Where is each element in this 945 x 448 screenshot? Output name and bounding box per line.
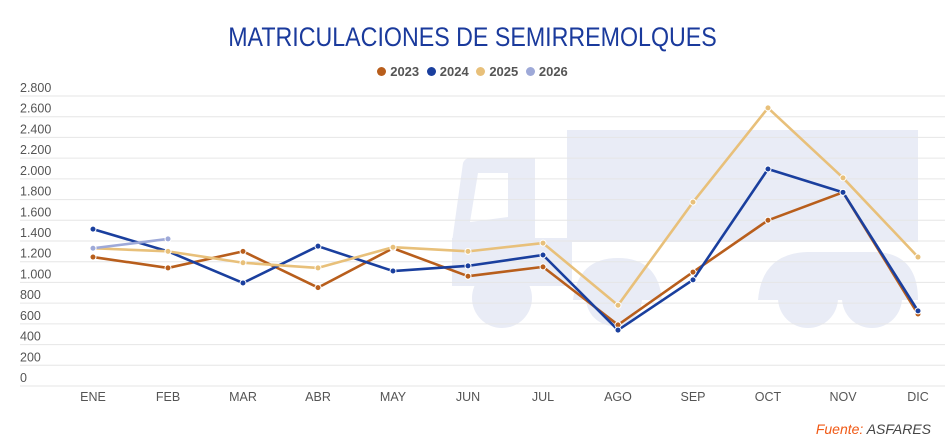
data-point-2023 <box>764 216 772 224</box>
legend-item-2026[interactable]: 2026 <box>525 64 568 79</box>
x-tick-label: NOV <box>829 390 857 404</box>
truck-trailer-shape <box>567 130 918 242</box>
x-tick-label: ENE <box>80 390 106 404</box>
legend-dot-2025 <box>476 67 486 76</box>
data-point-2024 <box>314 242 322 250</box>
truck-wheel-1 <box>472 268 532 328</box>
x-tick-label: JUN <box>456 390 480 404</box>
data-point-2024 <box>389 267 397 275</box>
legend-dot-2023 <box>377 67 387 76</box>
data-point-2025 <box>239 259 247 267</box>
data-point-2024 <box>914 307 922 315</box>
series-line-2025 <box>92 106 919 307</box>
data-point-2024 <box>689 276 697 284</box>
data-point-2025 <box>164 247 172 255</box>
data-point-2023 <box>164 264 172 272</box>
x-tick-label: ABR <box>305 390 331 404</box>
y-tick-label: 200 <box>20 350 41 364</box>
y-tick-label: 2.600 <box>20 102 51 116</box>
data-point-2025 <box>689 198 697 206</box>
data-point-2023 <box>89 253 97 261</box>
truck-icon <box>452 130 918 328</box>
legend-label-2024: 2024 <box>439 64 469 79</box>
y-tick-label: 2.800 <box>20 81 51 95</box>
y-tick-label: 1.600 <box>20 205 51 219</box>
y-tick-label: 600 <box>20 309 41 323</box>
x-tick-label: JUL <box>532 390 554 404</box>
legend-item-2024[interactable]: 2024 <box>426 64 469 79</box>
legend-dot-2026 <box>525 67 535 76</box>
legend-label-2023: 2023 <box>390 64 420 79</box>
data-point-2024 <box>464 262 472 270</box>
x-tick-label: OCT <box>755 390 782 404</box>
data-point-2023 <box>314 284 322 292</box>
legend-item-2025[interactable]: 2025 <box>476 64 518 79</box>
y-tick-label: 2.000 <box>20 164 51 178</box>
series-line-2024 <box>92 167 920 332</box>
legend-item-2023[interactable]: 2023 <box>377 64 419 79</box>
y-tick-label: 400 <box>20 330 41 344</box>
truck-wheel-4 <box>842 268 902 328</box>
data-point-2024 <box>764 165 772 173</box>
truck-window-shape <box>470 173 508 222</box>
data-point-2025 <box>389 243 397 251</box>
source-value: ASFARES <box>866 421 931 437</box>
data-point-2023 <box>239 247 247 255</box>
data-point-2026 <box>164 235 172 243</box>
x-tick-label: SEP <box>680 390 705 404</box>
x-tick-label: MAY <box>380 390 407 404</box>
chart-title: MATRICULACIONES DE SEMIRREMOLQUES <box>228 22 717 52</box>
source-note: Fuente: ASFARES <box>816 421 931 437</box>
x-tick-label: DIC <box>907 390 929 404</box>
x-tick-label: FEB <box>156 390 180 404</box>
data-point-2025 <box>614 301 622 309</box>
data-point-2023 <box>689 268 697 276</box>
data-point-2023 <box>464 272 472 280</box>
data-point-2026 <box>89 244 97 252</box>
data-point-2024 <box>239 279 247 287</box>
y-tick-label: 2.400 <box>20 122 51 136</box>
legend-dot-2024 <box>426 67 436 76</box>
source-label: Fuente: <box>815 421 864 437</box>
y-tick-label: 800 <box>20 288 41 302</box>
series-line-2023 <box>92 191 920 327</box>
data-point-2024 <box>539 251 547 259</box>
data-point-2025 <box>764 104 772 112</box>
data-point-2025 <box>914 253 922 261</box>
data-point-2025 <box>539 239 547 247</box>
y-tick-label: 1.000 <box>20 267 51 281</box>
series-line-2026 <box>92 237 169 250</box>
legend-label-2026: 2026 <box>538 64 568 79</box>
data-point-2024 <box>89 225 97 233</box>
y-tick-label: 2.200 <box>20 143 51 157</box>
y-tick-label: 1.800 <box>20 185 51 199</box>
truck-wheel-2 <box>586 270 642 326</box>
data-point-2024 <box>839 188 847 196</box>
data-point-2023 <box>539 263 547 271</box>
legend: 2023 2024 2025 2026 <box>0 64 945 79</box>
y-tick-label: 1.200 <box>20 247 51 261</box>
data-point-2025 <box>314 264 322 272</box>
y-tick-label: 1.400 <box>20 226 51 240</box>
truck-wheel-3 <box>778 268 838 328</box>
data-point-2024 <box>614 326 622 334</box>
legend-label-2025: 2025 <box>489 64 519 79</box>
x-tick-label: AGO <box>604 390 632 404</box>
x-tick-label: MAR <box>229 390 257 404</box>
y-tick-label: 0 <box>20 371 27 385</box>
data-point-2025 <box>464 247 472 255</box>
data-point-2025 <box>839 174 847 182</box>
